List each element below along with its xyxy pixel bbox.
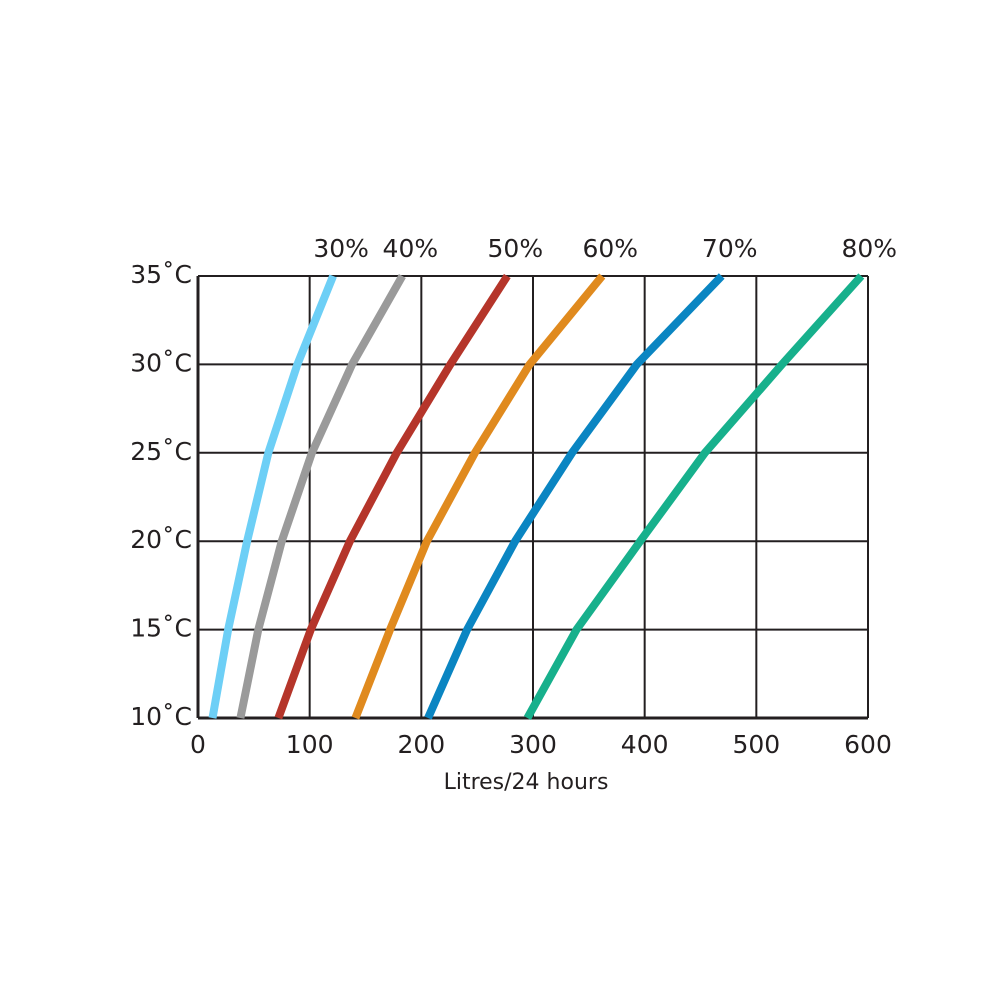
series-line — [424, 273, 725, 720]
series-line — [236, 274, 406, 719]
y-tick-label: 35˚C — [130, 260, 192, 289]
series-label: 80% — [842, 234, 898, 263]
series-label: 50% — [488, 234, 544, 263]
series-line — [208, 274, 337, 719]
y-tick-label: 15˚C — [130, 614, 192, 643]
y-tick-label: 20˚C — [130, 525, 192, 554]
series-line — [274, 273, 511, 720]
series-line — [351, 273, 606, 720]
series-label: 40% — [383, 234, 439, 263]
x-tick-label: 500 — [732, 730, 780, 759]
x-tick-label: 400 — [621, 730, 669, 759]
x-tick-label: 100 — [286, 730, 334, 759]
series-label: 30% — [313, 234, 369, 263]
x-axis-label: Litres/24 hours — [444, 770, 609, 795]
series-line — [523, 273, 865, 720]
x-tick-label: 0 — [190, 730, 206, 759]
series-label: 70% — [702, 234, 758, 263]
x-tick-label: 300 — [509, 730, 557, 759]
y-tick-label: 10˚C — [130, 702, 192, 731]
y-tick-label: 30˚C — [130, 348, 192, 377]
x-tick-label: 200 — [397, 730, 445, 759]
x-tick-label: 600 — [844, 730, 892, 759]
series-label: 60% — [582, 234, 638, 263]
y-tick-label: 25˚C — [130, 437, 192, 466]
